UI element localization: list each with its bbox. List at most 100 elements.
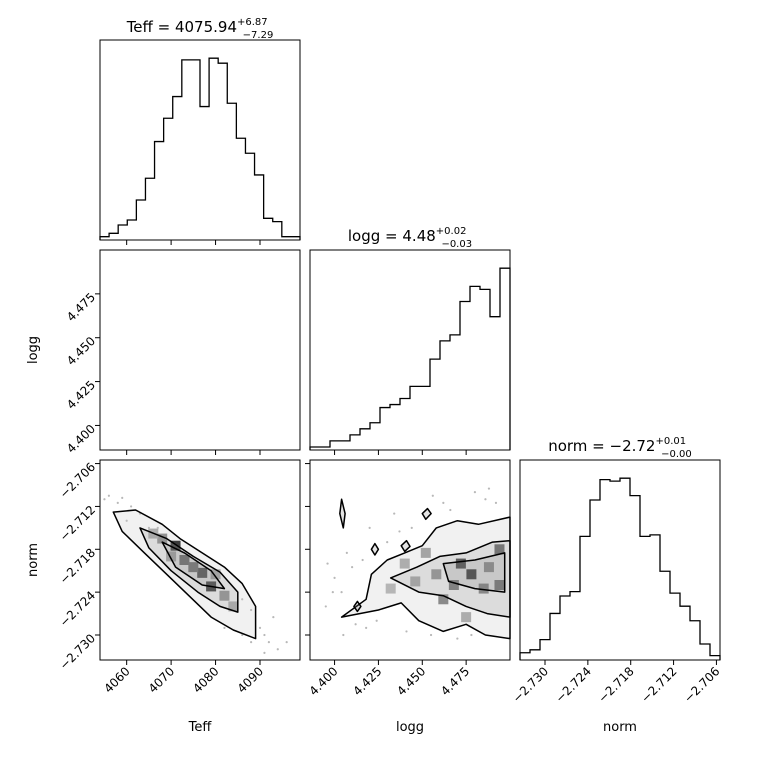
xtick-label-norm-2: −2.718 [596, 664, 637, 705]
contour-logg_norm-7 [400, 539, 411, 553]
scatter-point-logg_norm-23 [368, 526, 371, 529]
scatter-point-Teff_norm-9 [241, 598, 244, 601]
density-cell-logg_norm-8 [431, 569, 442, 580]
contour-logg_norm-0 [340, 516, 511, 640]
xlabel-norm: norm [603, 720, 637, 735]
scatter-point-logg_norm-9 [386, 541, 389, 544]
histogram-layer [99, 57, 721, 660]
ytick-label-norm-3: −2.712 [57, 503, 98, 544]
scatter-point-logg_norm-25 [494, 501, 498, 504]
scatter-point-Teff_norm-13 [267, 641, 270, 644]
density-cell-logg_norm-4 [448, 580, 459, 590]
title-logg: logg = 4.48+0.02 −0.03 [348, 226, 472, 250]
contour-logg_norm-6 [339, 498, 346, 529]
density-cell-Teff_norm-9 [210, 569, 221, 580]
xtick-label-logg-0: 4.400 [306, 664, 340, 698]
density-cell-logg_norm-3 [494, 580, 505, 590]
density-cell-logg_norm-7 [483, 562, 494, 573]
density-cell-logg_norm-5 [478, 583, 489, 594]
density-cell-Teff_norm-7 [228, 601, 239, 612]
density-cell-logg_norm-0 [466, 569, 477, 580]
scatter-point-Teff_norm-6 [125, 519, 128, 522]
hist2d-density-layer [148, 528, 505, 623]
xtick-label-Teff-2: 4080 [190, 664, 221, 695]
scatter-point-Teff_norm-2 [116, 501, 119, 504]
density-cell-Teff_norm-4 [188, 562, 199, 573]
scatter-point-logg_norm-15 [473, 491, 477, 494]
ylabel-norm: norm [26, 543, 41, 577]
scatter-point-Teff_norm-20 [263, 651, 266, 654]
scatter-point-logg_norm-4 [361, 558, 364, 562]
xtick-label-norm-0: −2.730 [510, 664, 551, 705]
scatter-point-Teff_norm-11 [258, 626, 262, 629]
hist-Teff [99, 57, 301, 240]
panel-logg-hist [309, 249, 511, 451]
scatter-point-Teff_norm-12 [263, 633, 266, 637]
ytick-label-logg-2: 4.450 [64, 334, 98, 368]
scatter-point-Teff_norm-8 [156, 526, 159, 529]
hist-norm [519, 477, 721, 660]
contour-Teff_norm-2 [161, 541, 226, 590]
ytick-label-norm-1: −2.724 [57, 588, 98, 629]
scatter-point-logg_norm-12 [431, 494, 434, 497]
panel-teff-logg [99, 249, 301, 451]
scatter-point-logg_norm-3 [351, 566, 354, 569]
scatter-point-logg_norm-24 [393, 512, 396, 515]
scatter-point-logg_norm-6 [354, 623, 357, 626]
ylabel-logg: logg [26, 336, 41, 364]
xtick-label-norm-1: −2.724 [553, 664, 594, 705]
hist-logg [309, 267, 511, 450]
scatter-point-logg_norm-2 [340, 591, 343, 594]
panel-norm-hist [519, 459, 721, 661]
xtick-label-Teff-3: 4090 [235, 664, 266, 695]
scatter-point-Teff_norm-16 [272, 616, 275, 619]
panel-teff-norm [99, 459, 301, 661]
xtick-label-logg-2: 4.450 [394, 664, 428, 698]
xlabel-teff: Teff [188, 720, 213, 735]
contour-logg_norm-2 [442, 552, 506, 593]
scatter-point-Teff_norm-3 [121, 496, 124, 499]
scatter-point-logg_norm-19 [456, 637, 459, 640]
scatter-point-logg_norm-20 [429, 633, 433, 637]
density-cell-logg_norm-10 [420, 547, 431, 558]
scatter-point-logg_norm-11 [410, 526, 413, 529]
density-cell-logg_norm-12 [461, 612, 472, 623]
title-norm: norm = −2.72+0.01 −0.00 [548, 436, 692, 460]
scatter-point-logg_norm-26 [342, 633, 345, 637]
ytick-label-logg-1: 4.425 [64, 378, 98, 412]
tick-layer: 4060 4070 4080 4090 4.400 4.425 4.450 4.475 −2.7… [57, 240, 723, 706]
ytick-label-logg-3: 4.475 [64, 290, 98, 324]
scatter-point-logg_norm-17 [487, 487, 491, 490]
density-cell-logg_norm-2 [494, 544, 505, 555]
scatter-point-logg_norm-5 [345, 551, 348, 554]
contour-Teff_norm-1 [139, 527, 239, 613]
ytick-label-norm-4: −2.706 [57, 460, 98, 501]
scatter-point-Teff_norm-0 [103, 498, 106, 501]
xtick-label-logg-3: 4.475 [438, 664, 472, 698]
density-cell-Teff_norm-0 [170, 540, 181, 551]
scatter-point-logg_norm-27 [331, 591, 334, 594]
density-cell-logg_norm-6 [438, 594, 449, 605]
xtick-label-norm-3: −2.712 [638, 664, 679, 705]
scatter-point-logg_norm-16 [484, 498, 487, 501]
density-cell-logg_norm-9 [410, 576, 421, 587]
scatter-point-logg_norm-18 [470, 633, 473, 637]
scatter-point-Teff_norm-17 [250, 641, 253, 644]
scatter-point-Teff_norm-10 [250, 608, 253, 612]
contour-logg_norm-1 [389, 539, 511, 618]
density-cell-logg_norm-13 [385, 583, 396, 594]
scatter-point-logg_norm-22 [324, 605, 327, 608]
scatter-point-logg_norm-7 [365, 626, 368, 629]
scatter-point-Teff_norm-7 [147, 526, 150, 529]
ytick-label-logg-0: 4.400 [64, 422, 98, 456]
ytick-label-norm-0: −2.730 [57, 631, 98, 672]
scatter-point-logg_norm-21 [405, 630, 408, 633]
xlabel-logg: logg [396, 720, 424, 735]
xtick-label-logg-1: 4.425 [350, 664, 384, 698]
scatter-point-logg_norm-1 [333, 576, 336, 579]
scatter-point-logg_norm-8 [375, 619, 378, 622]
scatter-point-logg_norm-14 [449, 508, 452, 512]
scatter-point-logg_norm-0 [326, 562, 329, 565]
density-cell-logg_norm-11 [399, 558, 410, 569]
